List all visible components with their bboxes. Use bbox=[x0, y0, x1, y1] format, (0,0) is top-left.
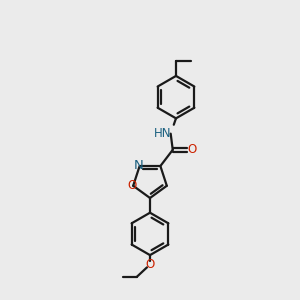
Text: HN: HN bbox=[154, 127, 171, 140]
Text: O: O bbox=[146, 258, 154, 271]
Text: N: N bbox=[134, 159, 144, 172]
Text: O: O bbox=[128, 179, 136, 192]
Text: O: O bbox=[188, 143, 197, 156]
